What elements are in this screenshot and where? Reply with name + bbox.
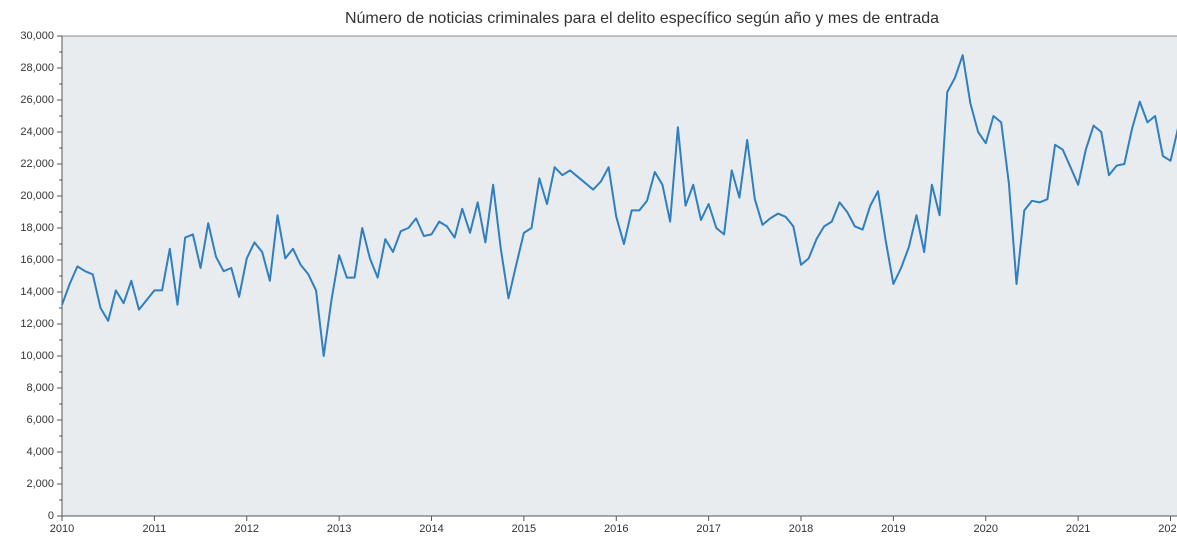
x-tick-label: 2017 [696, 523, 720, 535]
y-tick-label: 6,000 [26, 414, 54, 426]
plot-area [62, 36, 1177, 516]
y-tick-label: 18,000 [20, 222, 54, 234]
y-tick-label: 8,000 [26, 382, 54, 394]
x-tick-label: 2014 [419, 523, 443, 535]
y-tick-label: 4,000 [26, 446, 54, 458]
y-tick-label: 10,000 [20, 350, 54, 362]
y-tick-label: 2,000 [26, 478, 54, 490]
x-tick-label: 2013 [327, 523, 351, 535]
y-tick-label: 16,000 [20, 254, 54, 266]
y-tick-label: 14,000 [20, 286, 54, 298]
y-tick-label: 26,000 [20, 94, 54, 106]
x-tick-label: 2012 [235, 523, 259, 535]
x-tick-label: 2020 [974, 523, 998, 535]
y-tick-label: 22,000 [20, 158, 54, 170]
x-tick-label: 2021 [1066, 523, 1090, 535]
x-tick-label: 2019 [881, 523, 905, 535]
y-tick-label: 20,000 [20, 190, 54, 202]
data-line [61, 54, 1177, 357]
x-tick-label: 2010 [50, 523, 74, 535]
y-tick-label: 0 [48, 510, 54, 522]
x-tick-label: 2022 [1158, 523, 1177, 535]
x-tick-label: 2016 [604, 523, 628, 535]
x-tick-label: 2011 [143, 523, 167, 535]
y-tick-label: 24,000 [20, 126, 54, 138]
y-tick-label: 12,000 [20, 318, 54, 330]
x-tick-label: 2015 [512, 523, 536, 535]
y-tick-label: 28,000 [20, 62, 54, 74]
chart-title: Número de noticias criminales para el de… [345, 10, 939, 27]
x-tick-label: 2018 [789, 523, 813, 535]
y-tick-label: 30,000 [20, 30, 54, 42]
